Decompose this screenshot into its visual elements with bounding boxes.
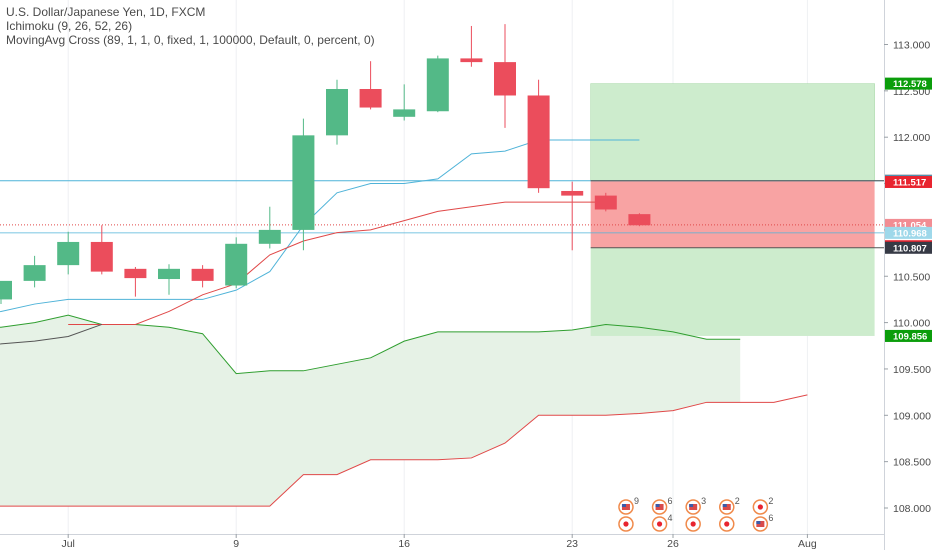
price-label-value: 111.517 [893, 177, 926, 188]
target-zone [590, 83, 875, 182]
candle-body [628, 214, 651, 226]
price-label-badge: 110.807 [885, 241, 932, 254]
symbol-title[interactable]: U.S. Dollar/Japanese Yen, 1D, FXCM [6, 5, 206, 19]
us-flag-event-icon[interactable]: 3 [685, 496, 706, 515]
lower-zone [590, 247, 875, 336]
candle-body [0, 280, 12, 300]
candle [326, 79, 348, 145]
candle-body [90, 241, 113, 272]
candle [460, 25, 483, 67]
japan-flag-event-icon[interactable] [685, 516, 701, 532]
candle [292, 118, 315, 251]
time-tick-label: 16 [398, 538, 410, 550]
event-count: 6 [668, 496, 673, 506]
us-flag-event-icon[interactable]: 6 [752, 513, 773, 532]
candle [0, 280, 12, 305]
candle-body [158, 268, 180, 280]
japan-flag-event-icon[interactable] [719, 516, 735, 532]
price-label-value: 110.968 [893, 228, 927, 239]
candle-body [23, 265, 46, 281]
candle-body [326, 88, 348, 136]
time-tick-label: Aug [798, 538, 817, 550]
candle [594, 192, 617, 212]
candle-body [426, 58, 449, 112]
candle-body [292, 135, 315, 230]
price-label-value: 109.856 [893, 331, 927, 342]
candle [426, 55, 449, 113]
price-tick-label: 108.000 [893, 503, 931, 515]
event-count: 6 [768, 513, 773, 523]
candle-body [561, 190, 584, 196]
candle-body [359, 88, 382, 108]
candle [225, 237, 248, 289]
candle-body [594, 195, 617, 210]
event-count: 4 [668, 513, 673, 523]
candle [628, 213, 651, 227]
candle [158, 264, 180, 295]
candle [527, 79, 550, 193]
us-flag-event-icon[interactable]: 6 [651, 496, 673, 515]
price-tick-label: 108.500 [893, 457, 931, 469]
candle-body [527, 95, 550, 189]
price-tick-label: 109.000 [893, 410, 931, 422]
candle [23, 255, 46, 288]
price-tick-label: 110.000 [893, 318, 930, 330]
time-tick-label: Jul [61, 538, 74, 550]
price-tick-label: 109.500 [893, 364, 931, 376]
span-b-line [0, 394, 808, 507]
candle [494, 24, 516, 128]
ichimoku-cloud [0, 315, 741, 507]
candle [393, 84, 416, 121]
base-line [68, 201, 606, 325]
time-tick-label: 26 [667, 538, 679, 550]
price-label-value: 110.807 [893, 243, 927, 254]
plot-area: 9 6 3 2 2 4 6 [0, 0, 884, 534]
event-count: 9 [634, 496, 639, 506]
price-label-badge: 112.578 [885, 77, 932, 90]
moving-average-line [0, 323, 102, 345]
japan-flag-event-icon[interactable]: 2 [752, 496, 773, 515]
candle [359, 61, 382, 110]
time-axis [0, 534, 884, 550]
candle-body [191, 268, 214, 281]
price-label-value: 111.054 [893, 220, 927, 231]
ichimoku-legend[interactable]: Ichimoku (9, 26, 52, 26) [6, 19, 133, 33]
candle-body [393, 109, 416, 117]
candle-body [57, 241, 80, 266]
japan-flag-event-icon[interactable]: 4 [651, 513, 673, 532]
event-count: 3 [701, 496, 706, 506]
candle-body [494, 62, 516, 96]
candle-body [124, 268, 147, 279]
event-count: 2 [735, 496, 740, 506]
price-label-value: 112.578 [893, 79, 927, 90]
moving-average-legend[interactable]: MovingAvg Cross (89, 1, 1, 0, fixed, 1, … [6, 33, 375, 47]
candle-body [225, 243, 248, 286]
candle [57, 231, 80, 275]
japan-flag-event-icon[interactable] [618, 516, 634, 532]
candle [90, 225, 113, 275]
us-flag-event-icon[interactable]: 2 [719, 496, 740, 515]
price-label-badge: 110.968 [885, 226, 932, 239]
price-axis [884, 0, 932, 550]
time-tick-label: 23 [566, 538, 578, 550]
us-flag-event-icon[interactable]: 9 [618, 496, 639, 515]
span-a-line [0, 314, 741, 375]
price-tick-label: 112.000 [893, 132, 930, 144]
candle [191, 265, 214, 288]
candle-body [460, 58, 483, 63]
candle [124, 266, 147, 297]
candle [561, 181, 584, 251]
candle [258, 206, 281, 249]
time-tick-label: 9 [233, 538, 239, 550]
price-tick-label: 110.500 [893, 271, 930, 283]
price-tick-label: 113.000 [893, 40, 930, 52]
candle-body [258, 229, 281, 244]
price-label-badge: 111.517 [885, 175, 932, 188]
event-count: 2 [768, 496, 773, 506]
price-label-badge: 109.856 [885, 329, 932, 342]
